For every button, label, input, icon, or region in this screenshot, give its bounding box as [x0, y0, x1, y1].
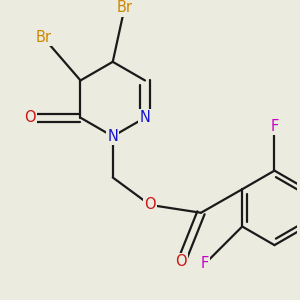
Text: O: O — [176, 254, 187, 269]
Text: N: N — [107, 129, 118, 144]
Text: O: O — [144, 197, 156, 212]
Text: Br: Br — [116, 0, 133, 15]
Text: F: F — [201, 256, 209, 271]
Text: Br: Br — [35, 30, 51, 45]
Text: N: N — [140, 110, 150, 125]
Text: O: O — [24, 110, 35, 125]
Text: F: F — [270, 119, 279, 134]
